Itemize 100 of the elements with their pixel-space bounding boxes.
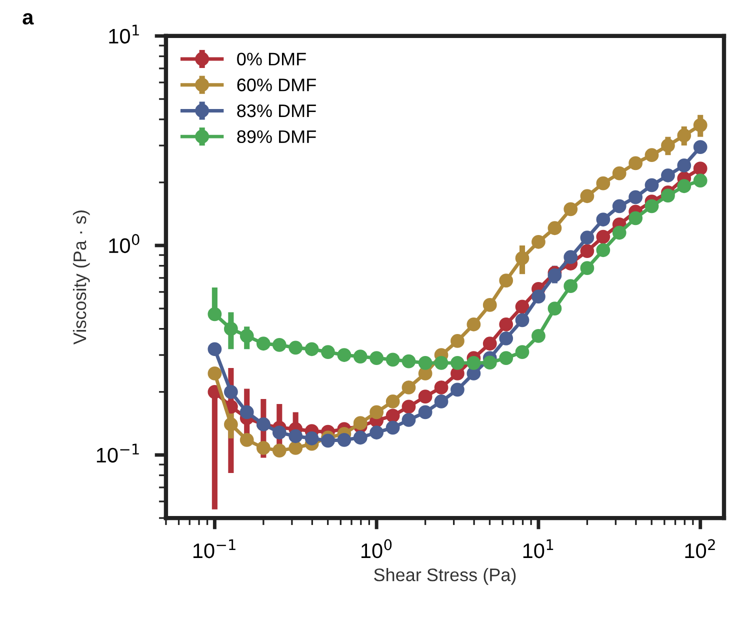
point [499,351,514,366]
point [418,356,432,370]
point [564,250,578,264]
point [208,307,222,322]
point [564,202,578,216]
point [693,118,708,132]
point [224,417,238,432]
point [272,338,286,352]
y-tick-label: 10$^{−1}$ [96,444,139,463]
point [386,420,400,435]
point [386,352,400,367]
point [548,268,562,282]
point [434,394,448,408]
point [434,356,448,370]
point [288,340,303,355]
point [272,444,286,458]
point [515,251,530,266]
point [370,351,384,366]
point [418,405,432,420]
point [580,244,594,258]
legend-label: 83% DMF [237,104,316,118]
point [208,366,222,380]
point [386,408,400,423]
point [288,441,303,455]
point [596,230,610,244]
point [402,380,416,394]
point [515,313,530,328]
legend-label: 0% DMF [237,52,306,66]
point [321,434,335,448]
point [482,356,497,370]
x-tick-label: 10$^{2}$ [685,539,715,558]
point [644,199,659,214]
point [370,426,384,440]
point [532,234,546,249]
y-axis-title: Viscosity (Pa · s) [72,210,90,344]
point [256,441,270,455]
x-tick-label: 10$^{0}$ [362,539,392,558]
point [628,156,643,170]
point [532,328,546,343]
point [612,226,626,240]
point [596,176,610,190]
point [596,212,610,226]
point [240,432,254,447]
point [661,168,675,182]
y-tick-label: 10$^{1}$ [109,24,139,44]
point [450,382,464,397]
x-tick-label: 10$^{−1}$ [193,539,236,558]
point [337,348,352,362]
point [224,384,238,399]
point [288,429,303,444]
point [596,243,610,258]
point [693,162,708,176]
point [402,412,416,427]
y-tick-label: 10$^{0}$ [109,234,140,254]
point [240,405,254,420]
point [677,128,692,142]
point [370,405,384,420]
point [256,336,270,351]
x-tick-label: 10$^{1}$ [523,539,554,558]
point [353,430,368,445]
point [482,298,497,312]
point [628,211,643,226]
legend-label: 60% DMF [237,78,316,92]
point [304,342,319,356]
point [337,432,352,447]
point [644,178,659,192]
point [564,279,578,294]
point [661,138,675,152]
point [466,356,481,370]
text: a [22,13,34,25]
point [450,334,464,348]
point [321,345,335,359]
legend-label: 89% DMF [237,130,316,144]
point [482,336,497,351]
point [304,431,319,446]
point [353,416,368,430]
point [693,140,708,154]
point [644,148,659,162]
point [386,394,400,408]
point [466,317,481,332]
point [677,179,692,194]
point [353,350,368,364]
point [677,158,692,172]
point [434,380,448,394]
point [499,274,514,288]
x-axis-title: Shear Stress (Pa) [374,568,516,585]
point [532,290,546,304]
point [402,354,416,368]
point [515,300,530,314]
point [240,328,254,343]
point [450,356,464,370]
point [661,188,675,203]
point [402,400,416,414]
point [693,174,708,188]
point [548,221,562,236]
point [272,426,286,440]
point [612,199,626,214]
point [548,302,562,316]
point [499,317,514,332]
point [580,261,594,276]
